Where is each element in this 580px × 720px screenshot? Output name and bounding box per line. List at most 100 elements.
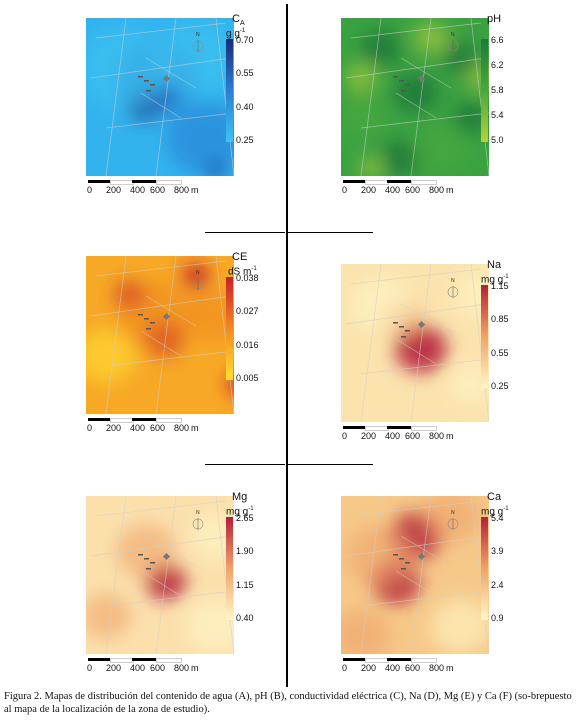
street-overlay-line xyxy=(400,535,452,567)
site-marker xyxy=(417,74,426,83)
scale-bar-label: 200 xyxy=(361,431,377,441)
distribution-map: N xyxy=(341,18,489,176)
street-overlay-line xyxy=(155,256,177,414)
site-marker xyxy=(162,552,171,561)
street-overlay-line xyxy=(360,264,382,422)
legend-units-text: dS m xyxy=(228,266,252,278)
site-marker xyxy=(417,320,426,329)
scale-bar-label: 800 xyxy=(429,663,445,673)
legend-tick-label: 1.90 xyxy=(236,546,254,557)
map-panel-c: N CE dS m-1 0.038 0.027 0.016 0.005 0 200 400 600 8… xyxy=(80,250,280,450)
sample-dash xyxy=(393,322,398,324)
street-overlay-line xyxy=(360,18,382,176)
scale-bar-unit: m xyxy=(446,663,454,673)
street-overlay-line xyxy=(470,496,489,654)
street-overlay-line xyxy=(105,256,127,414)
legend-tick-label: 0.9 xyxy=(491,613,504,623)
scale-bar-segment xyxy=(88,180,110,183)
legend-tick-label: 0.005 xyxy=(236,373,259,383)
legend-units-text: mg g xyxy=(226,506,249,518)
map-hotspot xyxy=(86,593,131,639)
legend-tick-label: 0.85 xyxy=(491,314,509,325)
map-panel-f: N Ca mg g-1 5.4 3.9 2.4 0.9 0 200 400 600 800 m xyxy=(335,490,535,690)
sample-dash xyxy=(146,568,151,570)
scale-bar-label: 800 xyxy=(174,663,190,673)
horizontal-divider-right-1 xyxy=(288,232,373,233)
street-overlay-line xyxy=(140,92,182,119)
street-overlay-line xyxy=(395,570,437,597)
sample-dash xyxy=(144,80,149,82)
map-hotspot xyxy=(341,95,386,141)
street-overlay-line xyxy=(350,268,482,285)
map-raster: N xyxy=(341,496,489,654)
north-label: N xyxy=(451,278,455,284)
map-panel-d: N Na mg g-1 1.15 0.85 0.55 0.25 0 200 400 600 800 m xyxy=(335,258,535,458)
map-raster: N xyxy=(86,496,234,654)
legend-tick-label: 0.70 xyxy=(236,35,254,45)
legend-tick-label: 0.25 xyxy=(236,135,254,145)
street-overlay-line xyxy=(345,535,487,557)
legend-colorbar xyxy=(481,517,488,620)
street-overlay-line xyxy=(105,590,234,607)
scale-bar-label: 600 xyxy=(150,423,166,433)
scale-bar-label: 800 xyxy=(429,431,445,441)
legend-tick-label: 5.4 xyxy=(491,513,504,523)
street-overlay-line xyxy=(105,350,234,367)
site-marker xyxy=(162,74,171,83)
legend-title-text: Mg xyxy=(232,491,248,503)
horizontal-divider-right-2 xyxy=(288,464,373,465)
scale-bar-label: 600 xyxy=(405,185,421,195)
map-hotspot xyxy=(341,609,391,654)
sample-dash xyxy=(150,562,155,564)
scale-bar-unit: m xyxy=(191,185,199,195)
street-overlay-line xyxy=(400,303,452,335)
legend-tick-label: 6.2 xyxy=(491,60,504,70)
scale-bar-label: 200 xyxy=(361,185,377,195)
scale-bar-segment xyxy=(387,426,411,429)
sample-dash xyxy=(399,80,404,82)
legend-tick-label: 1.15 xyxy=(236,579,254,590)
scale-bar: 0 200 400 600 800 m xyxy=(87,180,228,198)
scale-bar: 0 200 400 600 800 m xyxy=(342,658,483,676)
north-label: N xyxy=(451,510,455,516)
map-raster: N xyxy=(341,18,489,176)
sample-dash xyxy=(146,328,151,330)
street-overlay-line xyxy=(145,535,197,567)
legend-tick-label: 2.65 xyxy=(236,513,254,523)
street-overlay-line xyxy=(215,18,234,176)
street-overlay-line xyxy=(410,264,432,422)
legend-tick-label: 0.016 xyxy=(236,339,259,350)
legend-tick-label: 5.4 xyxy=(491,110,504,120)
map-hotspot xyxy=(191,513,234,559)
scale-bar-segment xyxy=(88,418,110,421)
legend-title: Na xyxy=(487,260,501,271)
street-overlay-line xyxy=(105,112,234,129)
site-marker xyxy=(417,552,426,561)
map-hotspot xyxy=(351,277,411,331)
north-label: N xyxy=(196,32,200,38)
north-label: N xyxy=(196,510,200,516)
north-label: N xyxy=(196,270,200,276)
map-hotspot xyxy=(186,289,234,343)
scale-bar-unit: m xyxy=(446,185,454,195)
scale-bar-label: 0 xyxy=(87,185,93,195)
street-overlay-line xyxy=(145,57,197,89)
map-hotspot xyxy=(116,524,176,578)
scale-bar: 0 200 400 600 800 m xyxy=(87,658,228,676)
scale-bar-segment xyxy=(343,426,365,429)
sample-dash xyxy=(399,326,404,328)
legend-tick-label: 1.15 xyxy=(491,281,509,291)
north-label: N xyxy=(451,32,455,38)
sample-dash xyxy=(401,568,406,570)
legend-colorbar xyxy=(481,39,488,142)
legend-units: mg g-1 xyxy=(226,504,254,517)
legend-units-text: mg g xyxy=(481,506,504,518)
street-overlay-line xyxy=(400,57,452,89)
scale-bar-label: 400 xyxy=(130,663,146,673)
scale-bar-unit: m xyxy=(446,431,454,441)
street-overlay-line xyxy=(410,496,432,654)
scale-bar-label: 400 xyxy=(385,663,401,673)
scale-bar-segment xyxy=(132,418,156,421)
scale-bar-label: 0 xyxy=(342,431,348,441)
sample-dash xyxy=(401,336,406,338)
